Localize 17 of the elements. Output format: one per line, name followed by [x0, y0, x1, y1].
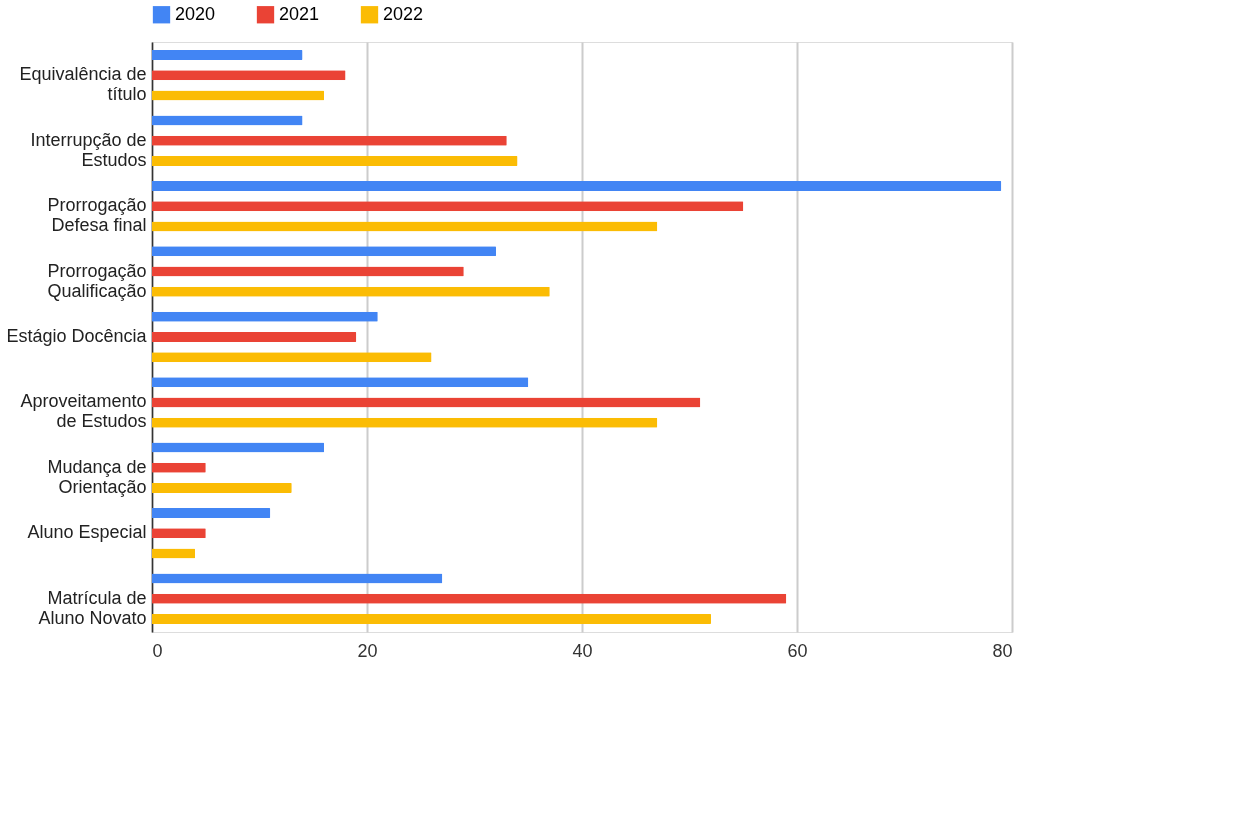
x-tick-label: 0: [152, 640, 163, 661]
x-tick-label: 20: [357, 640, 378, 661]
y-tick-label: Matrícula de Aluno Novato: [38, 587, 147, 628]
legend-label: 2020: [175, 3, 216, 24]
x-tick-label: 80: [992, 640, 1013, 661]
y-tick-label: Prorrogação Qualificação: [47, 260, 147, 301]
y-tick-label: Equivalência de título: [19, 64, 147, 105]
y-tick-label: Estágio Docência: [6, 326, 148, 346]
legend-label: 2021: [279, 3, 320, 24]
y-tick-label: Aproveitamento de Estudos: [20, 391, 147, 432]
y-tick-label: Interrupção de Estudos: [30, 129, 147, 170]
y-tick-label: Aluno Especial: [27, 522, 147, 543]
y-tick-label: Prorrogação Defesa final: [47, 195, 147, 236]
legend-label: 2022: [383, 3, 424, 24]
x-tick-label: 40: [572, 640, 593, 661]
x-tick-label: 60: [787, 640, 808, 661]
y-tick-label: Mudança de Orientação: [47, 456, 147, 497]
